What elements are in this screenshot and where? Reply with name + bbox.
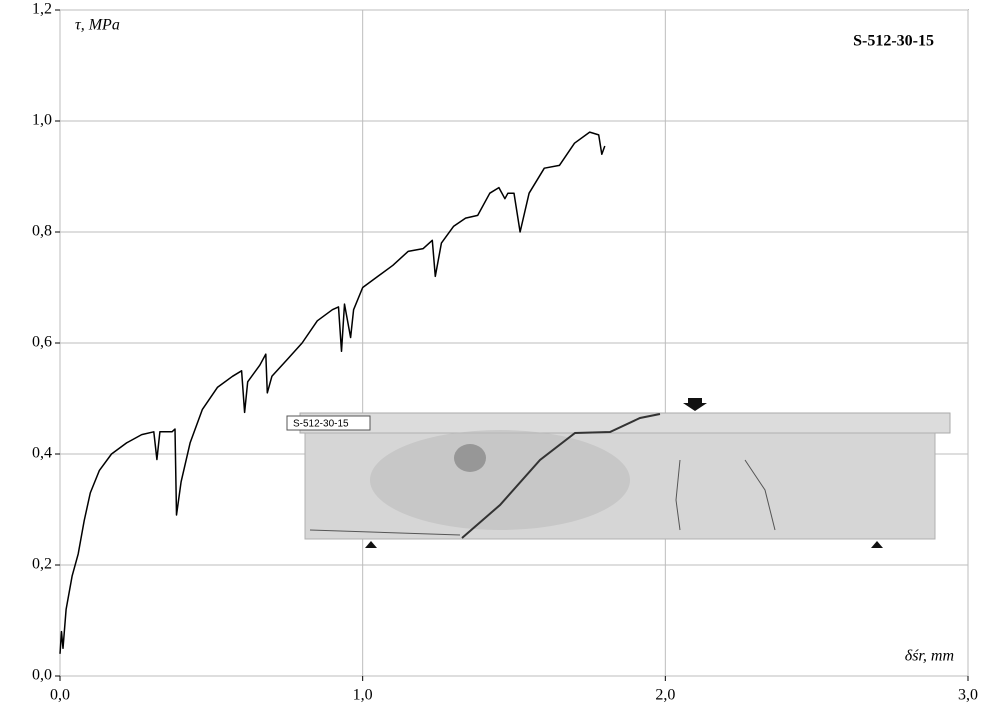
photo-stain [454, 444, 486, 472]
photo-crack [309, 529, 461, 536]
photo-crack [744, 459, 776, 531]
y-tick-label: 0,4 [32, 445, 52, 462]
x-tick-label: 0,0 [50, 687, 70, 704]
x-tick-label: 1,0 [353, 687, 373, 704]
x-axis-label: δśr, mm [905, 648, 954, 665]
photo-support [365, 541, 377, 548]
photo-crack [675, 459, 681, 531]
photo-label: S-512-30-15 [293, 419, 349, 430]
chart-title: S-512-30-15 [853, 33, 934, 50]
y-tick-label: 0,2 [32, 556, 52, 573]
photo-slab [299, 412, 951, 434]
grid [59, 9, 969, 677]
y-tick-label: 1,0 [32, 112, 52, 129]
x-tick-label: 2,0 [655, 687, 675, 704]
y-tick-label: 0,0 [32, 667, 52, 684]
y-axis-label: τ, MPa [75, 17, 120, 34]
y-tick-label: 0,6 [32, 334, 52, 351]
x-tick-label: 3,0 [958, 687, 978, 704]
photo-stain [370, 430, 630, 530]
y-tick-label: 0,8 [32, 223, 52, 240]
photo-inset: S-512-30-15 [286, 398, 951, 548]
data-line [59, 131, 606, 654]
photo-tag [286, 415, 371, 431]
photo-crack [461, 413, 661, 539]
photo-load-arrow [683, 398, 707, 411]
y-tick-label: 1,2 [32, 1, 52, 18]
photo-support [871, 541, 883, 548]
